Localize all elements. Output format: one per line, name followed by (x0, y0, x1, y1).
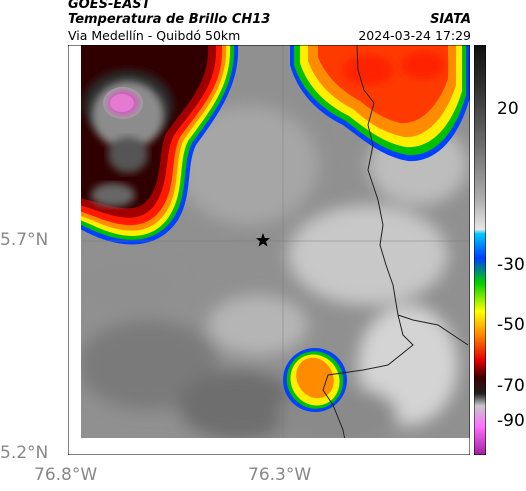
convective-cluster-east (290, 45, 470, 162)
colorbar-label-minus-50: -50 (497, 315, 525, 335)
lat-label-5-2: 5.2°N (0, 443, 49, 463)
convective-cluster-west (68, 45, 239, 245)
satellite-map[interactable] (68, 45, 470, 455)
colorbar-label-20: 20 (497, 99, 519, 119)
convective-cell-south (283, 348, 347, 412)
star-icon (256, 233, 270, 247)
region-subtitle: Via Medellín - Quibdó 50km (68, 28, 241, 43)
colorbar-label-minus-30: -30 (497, 255, 525, 275)
gridlines (68, 45, 470, 455)
product-title: Temperatura de Brillo CH13 (68, 12, 271, 27)
lat-label-5-7: 5.7°N (0, 230, 49, 250)
department-border (322, 45, 414, 455)
agency-label: SIATA (430, 12, 471, 27)
municipal-border (397, 314, 469, 346)
timestamp-label: 2024-03-24 17:29 (358, 28, 471, 43)
colorbar-label-minus-90: -90 (497, 411, 525, 431)
colorbar-label-minus-70: -70 (497, 376, 525, 396)
colorbar (474, 45, 486, 455)
lon-label-76-3: 76.3°W (248, 465, 312, 485)
lon-label-76-8: 76.8°W (34, 465, 98, 485)
source-title: GOES-EAST (68, 0, 151, 12)
